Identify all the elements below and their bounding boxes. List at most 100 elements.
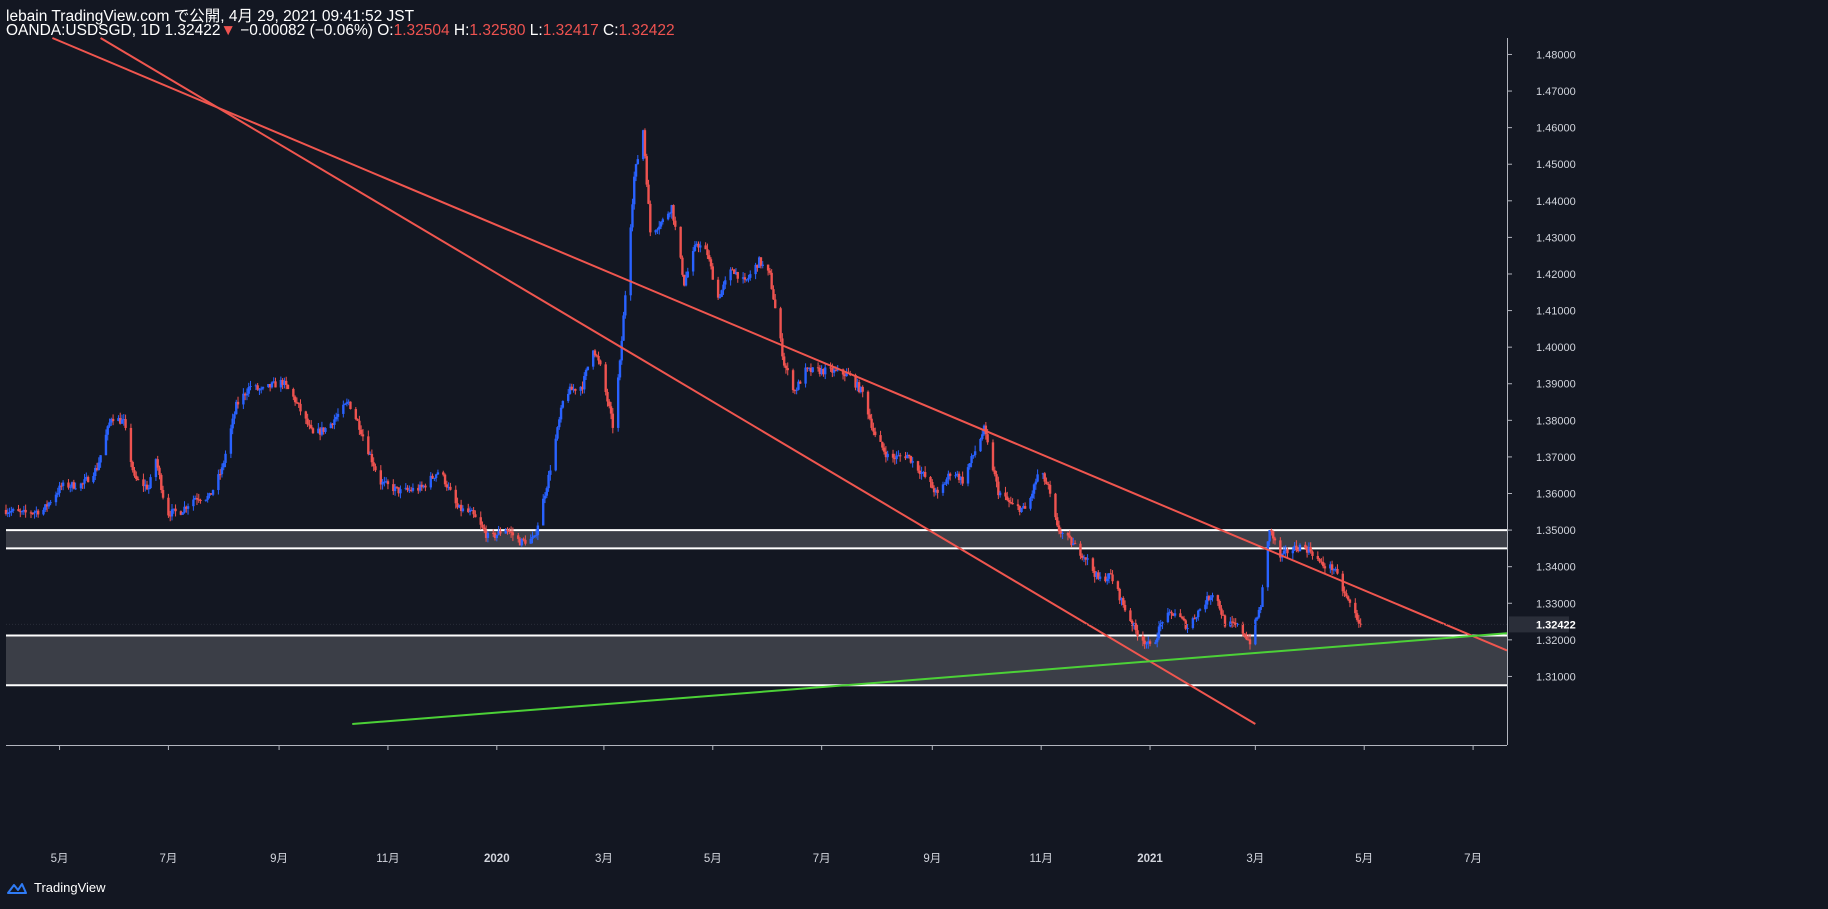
candle-body: [1097, 572, 1100, 579]
candle-body: [484, 530, 488, 538]
candle-body: [581, 386, 584, 390]
symbol-label[interactable]: OANDA:USDSGD, 1D: [6, 22, 161, 39]
candle-body: [1073, 543, 1077, 545]
candle: [1129, 608, 1132, 622]
candle-body: [732, 269, 736, 274]
candle: [945, 477, 948, 487]
candle-body: [70, 482, 74, 487]
candle: [156, 455, 159, 471]
candle: [824, 363, 827, 380]
last-price-tag-label: 1.32422: [1536, 619, 1576, 631]
candle: [1291, 546, 1295, 560]
candle-body: [897, 455, 900, 457]
candle-body: [781, 338, 784, 357]
price-tick-label: 1.41000: [1536, 306, 1576, 318]
candle-body: [579, 386, 582, 391]
candle: [210, 493, 213, 495]
candle: [732, 268, 736, 275]
time-tick-label: 9月: [923, 853, 941, 865]
candle: [941, 481, 945, 496]
candle: [258, 388, 261, 396]
candle-body: [110, 418, 113, 423]
candle-body: [308, 424, 311, 426]
candle: [1123, 600, 1127, 613]
candle: [1243, 633, 1246, 638]
candle: [481, 521, 484, 529]
candle-body: [1006, 496, 1009, 501]
candle-body: [711, 266, 714, 280]
candle: [618, 359, 622, 381]
candle: [729, 267, 732, 286]
low-label: L:: [529, 22, 543, 39]
candle-body: [761, 264, 764, 266]
candle: [811, 367, 814, 373]
candle-body: [799, 381, 802, 384]
candle-body: [1286, 549, 1289, 554]
candle-body: [1145, 643, 1148, 645]
candle-body: [260, 388, 263, 390]
candle: [379, 465, 383, 490]
candle: [254, 383, 258, 391]
candle: [693, 241, 697, 252]
candle-body: [1116, 581, 1120, 589]
candle: [110, 417, 113, 426]
candle: [816, 362, 820, 372]
candle-body: [1296, 550, 1300, 552]
candle: [781, 333, 784, 361]
candle: [1180, 615, 1184, 620]
candle: [229, 424, 233, 459]
candle-body: [504, 529, 507, 534]
candle-body: [959, 476, 963, 481]
candle-body: [1282, 550, 1286, 554]
candle: [436, 469, 440, 475]
candle-body: [408, 489, 411, 491]
tradingview-logo[interactable]: TradingView: [6, 880, 106, 895]
candle-body: [129, 427, 133, 462]
candle: [891, 449, 895, 463]
candle-body: [1316, 555, 1320, 559]
candle: [433, 477, 436, 482]
candle-body: [1309, 547, 1312, 552]
candle: [167, 493, 170, 518]
candle-body: [1323, 566, 1327, 569]
candle-body: [593, 350, 597, 356]
price-tick-label: 1.46000: [1536, 123, 1576, 135]
candle-body: [972, 455, 975, 457]
candle-body: [1031, 493, 1034, 499]
candle-body: [766, 264, 770, 271]
candle: [144, 479, 147, 492]
candle: [443, 473, 447, 487]
candle-body: [1072, 543, 1075, 546]
drawings-layer[interactable]: [52, 37, 1508, 725]
candle-body: [108, 422, 111, 427]
candle: [1022, 502, 1025, 509]
candle: [959, 476, 963, 485]
candle: [204, 499, 208, 502]
candle-body: [1032, 484, 1036, 494]
candle-body: [468, 510, 472, 512]
candle-body: [1179, 613, 1182, 618]
candle: [399, 485, 402, 499]
candle-body: [497, 530, 500, 535]
candle: [1134, 619, 1137, 634]
candle: [136, 476, 140, 481]
candle-body: [95, 468, 99, 471]
candle-body: [495, 534, 499, 539]
candle: [684, 271, 688, 287]
candle-body: [1245, 636, 1248, 640]
candle-body: [486, 532, 490, 538]
candle: [954, 471, 957, 479]
candle: [1182, 615, 1186, 622]
candle: [1232, 618, 1236, 627]
candle-body: [218, 474, 222, 476]
candle: [718, 293, 722, 299]
candle-body: [117, 418, 120, 422]
candle: [70, 481, 74, 492]
candle: [708, 250, 711, 262]
candle-body: [795, 389, 798, 391]
zones-layer: [6, 529, 1507, 687]
candle-body: [843, 374, 847, 377]
candle-body: [243, 393, 247, 396]
candle: [711, 263, 714, 280]
